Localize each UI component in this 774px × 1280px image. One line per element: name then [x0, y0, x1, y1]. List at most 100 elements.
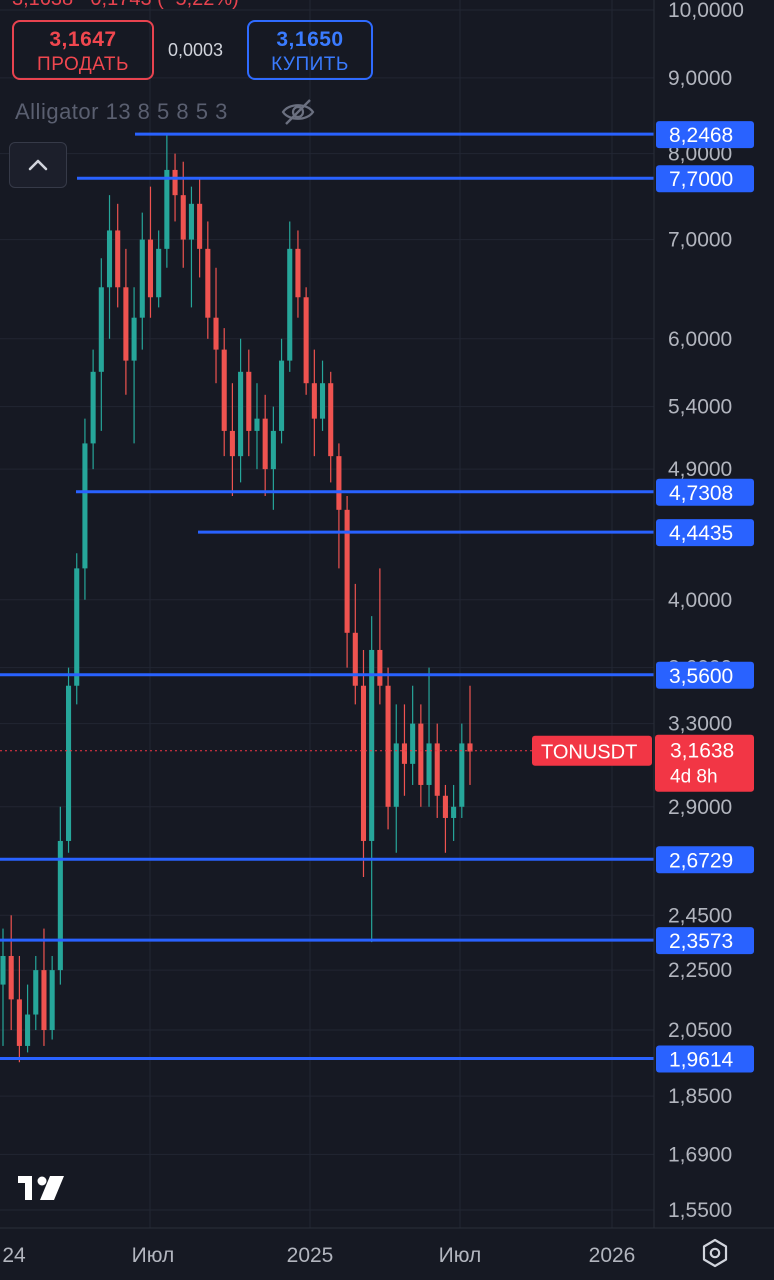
time-tick-label: 2026: [589, 1244, 636, 1267]
level-badge[interactable]: [656, 121, 754, 149]
price-change-summary: 3,1638 −0,1743 (−5,22%): [12, 0, 239, 11]
price-tick-label: 4,9000: [668, 458, 732, 481]
candle-body: [188, 203, 194, 240]
price-axis[interactable]: [654, 0, 774, 1228]
candle-body: [410, 723, 416, 764]
candle-body: [434, 743, 440, 796]
candle-body: [459, 743, 465, 807]
candle-body: [98, 287, 104, 372]
level-badge[interactable]: [656, 1045, 754, 1073]
candle-body: [25, 1014, 31, 1046]
level-badge[interactable]: [656, 846, 754, 874]
level-badge-label: 1,9614: [669, 1048, 734, 1071]
eye-off-icon[interactable]: [280, 96, 316, 133]
price-tick-label: 9,0000: [668, 67, 732, 90]
level-badge[interactable]: [656, 165, 754, 193]
candle-body: [442, 795, 448, 818]
candle-body: [279, 360, 285, 431]
price-tick-label: 6,0000: [668, 328, 732, 351]
collapse-button[interactable]: [9, 142, 67, 188]
current-price-badge[interactable]: [655, 734, 754, 792]
candle-body: [131, 317, 137, 361]
candle-body: [287, 248, 293, 361]
candle-body: [90, 371, 96, 444]
time-axis[interactable]: [0, 1228, 774, 1280]
candle-body: [123, 287, 129, 361]
symbol-label: TONUSDT: [541, 742, 637, 764]
level-badge-label: 4,4435: [669, 522, 733, 545]
indicator-label[interactable]: Alligator 13 8 5 8 5 3: [15, 99, 228, 124]
candle-body: [172, 169, 178, 196]
candle-body: [0, 955, 6, 985]
candle-body: [360, 685, 367, 841]
sell-price: 3,1647: [49, 28, 117, 51]
symbol-badge[interactable]: [532, 735, 652, 766]
candle-body: [319, 383, 326, 419]
price-tick-label: 1,5500: [668, 1199, 732, 1222]
candle-body: [262, 418, 268, 470]
level-badge-label: 2,6729: [669, 849, 733, 872]
candle-body: [197, 203, 203, 249]
countdown-label: 4d 8h: [670, 767, 718, 788]
candle-body: [303, 297, 309, 384]
buy-price: 3,1650: [276, 28, 344, 51]
level-badge-label: 3,5600: [669, 665, 733, 688]
candle-body: [164, 169, 170, 249]
candle-body: [426, 743, 432, 785]
candle-body: [139, 239, 145, 318]
candle-body: [49, 970, 55, 1031]
candle-body: [467, 743, 473, 752]
candle-body: [254, 418, 260, 431]
price-tick-label: 8,0000: [668, 143, 732, 166]
candle-body: [33, 970, 39, 1015]
candle-body: [66, 685, 72, 841]
level-badge-label: 8,2468: [669, 124, 733, 147]
tradingview-logo[interactable]: [18, 1172, 76, 1209]
buy-button[interactable]: 3,1650 КУПИТЬ: [247, 20, 373, 80]
price-tick-label: 2,2500: [668, 959, 732, 982]
candle-body: [352, 632, 358, 686]
time-tick-label: Июл: [439, 1244, 482, 1267]
price-tick-label: 4,0000: [668, 589, 732, 612]
candle-body: [401, 743, 407, 764]
buy-label: КУПИТЬ: [271, 54, 349, 75]
candle-body: [336, 456, 342, 510]
level-badge[interactable]: [656, 927, 754, 955]
price-tick-label: 5,4000: [668, 396, 732, 419]
chevron-up-icon: [28, 159, 48, 171]
time-tick-label: 2025: [287, 1244, 334, 1267]
candle-body: [57, 840, 63, 971]
level-badge-label: 7,7000: [669, 168, 733, 191]
candle-body: [238, 371, 244, 457]
price-tick-label: 1,8500: [668, 1085, 732, 1108]
level-badge[interactable]: [656, 661, 754, 689]
candle-body: [377, 649, 383, 686]
spread-value: 0,0003: [168, 40, 224, 60]
price-tick-label: 10,0000: [668, 0, 744, 22]
level-badge[interactable]: [656, 519, 754, 547]
candle-body: [8, 955, 14, 1000]
sell-button[interactable]: 3,1647 ПРОДАТЬ: [12, 20, 154, 80]
candle-body: [369, 649, 375, 841]
price-tick-label: 7,0000: [668, 229, 732, 252]
candle-body: [221, 349, 227, 431]
candle-body: [115, 230, 121, 288]
candle-body: [385, 685, 391, 807]
time-tick-label: Июл: [132, 1244, 175, 1267]
price-tick-label: 3,3000: [668, 713, 732, 736]
candle-body: [344, 509, 350, 633]
price-tick-label: 1,6900: [668, 1143, 732, 1166]
candle-body: [41, 970, 47, 1031]
candle-body: [180, 195, 186, 240]
candle-body: [16, 999, 22, 1046]
price-tick-label: 2,9000: [668, 796, 732, 819]
candle-body: [451, 806, 457, 818]
candle-body: [270, 430, 276, 470]
gear-icon[interactable]: [700, 1238, 730, 1273]
candle-body: [205, 248, 211, 318]
sell-label: ПРОДАТЬ: [37, 54, 129, 75]
candle-body: [147, 239, 154, 298]
candle-body: [418, 723, 424, 785]
level-badge[interactable]: [656, 478, 754, 506]
